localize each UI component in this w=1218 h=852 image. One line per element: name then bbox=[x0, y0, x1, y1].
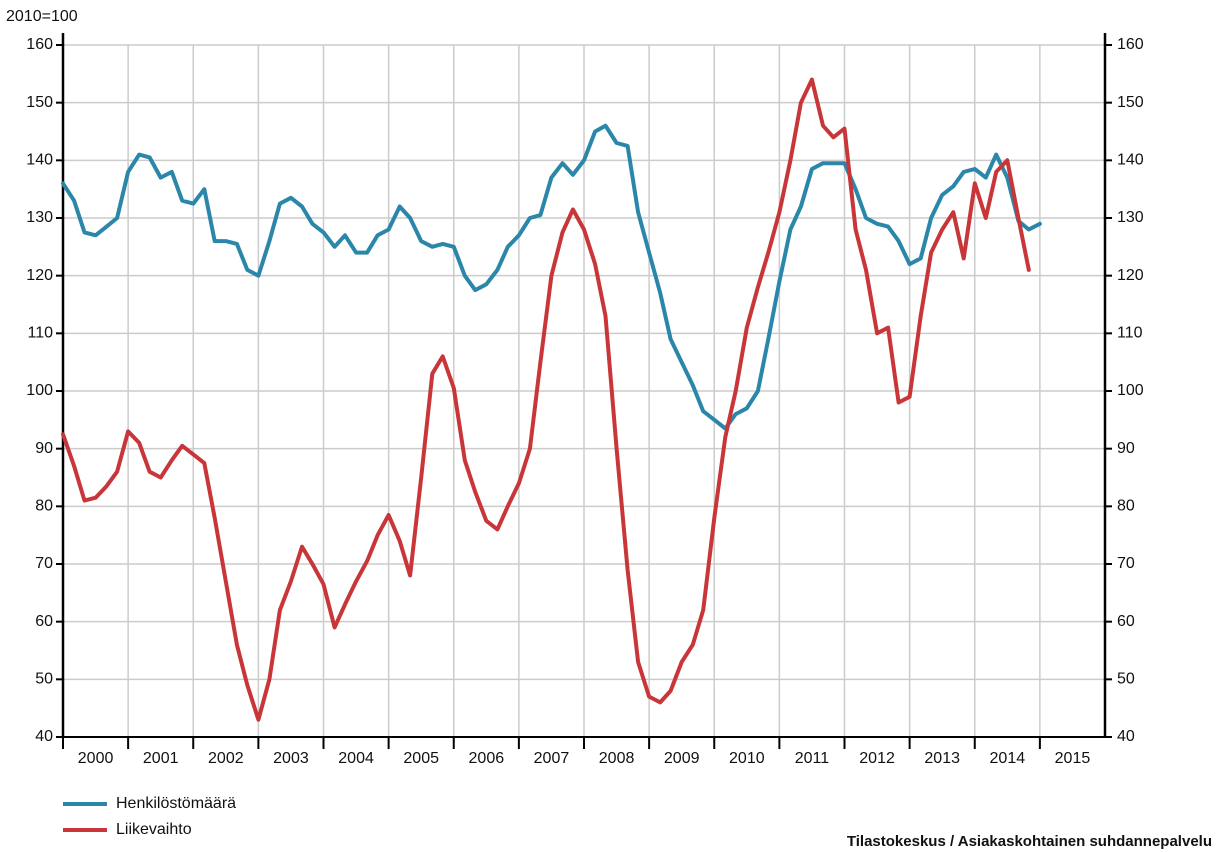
x-tick-label: 2009 bbox=[664, 750, 700, 767]
y-tick-label: 110 bbox=[27, 325, 53, 342]
y-tick-label: 150 bbox=[26, 94, 53, 111]
x-tick-label: 2003 bbox=[273, 750, 309, 767]
y2-tick-label: 130 bbox=[1117, 209, 1144, 226]
y2-tick-label: 140 bbox=[1117, 152, 1144, 169]
x-tick-label: 2013 bbox=[924, 750, 960, 767]
y-tick-label: 50 bbox=[35, 671, 53, 688]
y2-tick-label: 50 bbox=[1117, 671, 1135, 688]
y-tick-label: 80 bbox=[35, 498, 53, 515]
y2-tick-label: 70 bbox=[1117, 555, 1135, 572]
x-tick-label: 2006 bbox=[469, 750, 505, 767]
legend-label: Henkilöstömäärä bbox=[116, 795, 236, 812]
legend-label: Liikevaihto bbox=[116, 821, 192, 838]
x-tick-label: 2000 bbox=[78, 750, 114, 767]
x-tick-label: 2011 bbox=[795, 750, 830, 767]
y-tick-label: 160 bbox=[26, 36, 53, 53]
y2-tick-label: 120 bbox=[1117, 267, 1144, 284]
y-tick-label: 120 bbox=[26, 267, 53, 284]
x-tick-label: 2012 bbox=[859, 750, 895, 767]
source: Tilastokeskus / Asiakaskohtainen suhdann… bbox=[847, 833, 1212, 850]
y-tick-label: 140 bbox=[26, 152, 53, 169]
y-tick-label: 60 bbox=[35, 613, 53, 630]
x-tick-label: 2004 bbox=[338, 750, 374, 767]
y-axis-label: 2010=100 bbox=[6, 8, 78, 25]
x-tick-label: 2007 bbox=[534, 750, 570, 767]
y-tick-label: 100 bbox=[26, 382, 53, 399]
y2-tick-label: 90 bbox=[1117, 440, 1135, 457]
y-tick-label: 130 bbox=[26, 209, 53, 226]
x-tick-label: 2005 bbox=[403, 750, 439, 767]
series-line bbox=[61, 123, 1042, 431]
y2-tick-label: 150 bbox=[1117, 94, 1144, 111]
y2-tick-label: 60 bbox=[1117, 613, 1135, 630]
y2-tick-label: 40 bbox=[1117, 728, 1135, 745]
y2-tick-label: 160 bbox=[1117, 36, 1144, 53]
y2-tick-label: 100 bbox=[1117, 382, 1144, 399]
x-tick-label: 2002 bbox=[208, 750, 244, 767]
y-tick-label: 70 bbox=[35, 555, 53, 572]
x-tick-label: 2001 bbox=[143, 750, 179, 767]
x-tick-label: 2010 bbox=[729, 750, 765, 767]
x-tick-label: 2008 bbox=[599, 750, 635, 767]
y2-tick-label: 110 bbox=[1117, 325, 1143, 342]
series-line bbox=[61, 77, 1031, 722]
x-tick-label: 2014 bbox=[990, 750, 1026, 767]
y2-tick-label: 80 bbox=[1117, 498, 1135, 515]
y-tick-label: 90 bbox=[35, 440, 53, 457]
y-tick-label: 40 bbox=[35, 728, 53, 745]
x-tick-label: 2015 bbox=[1055, 750, 1091, 767]
